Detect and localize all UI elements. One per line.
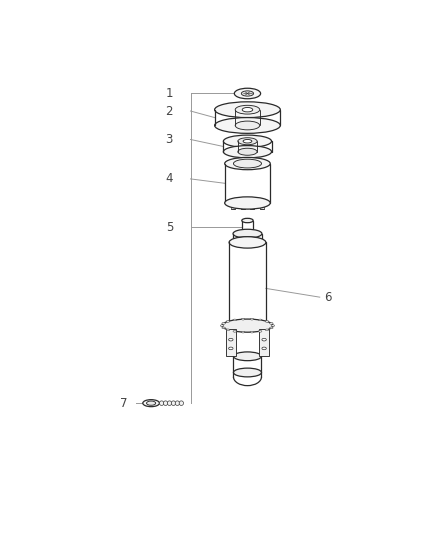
Ellipse shape bbox=[238, 148, 257, 155]
Ellipse shape bbox=[226, 329, 230, 331]
Text: 4: 4 bbox=[166, 172, 173, 185]
Ellipse shape bbox=[241, 91, 254, 96]
Ellipse shape bbox=[229, 338, 233, 341]
Ellipse shape bbox=[241, 318, 245, 320]
Ellipse shape bbox=[235, 106, 260, 114]
Ellipse shape bbox=[238, 138, 257, 145]
Ellipse shape bbox=[235, 121, 260, 130]
Ellipse shape bbox=[271, 325, 275, 327]
Ellipse shape bbox=[243, 140, 252, 143]
Ellipse shape bbox=[233, 237, 262, 246]
Ellipse shape bbox=[270, 322, 273, 324]
Ellipse shape bbox=[171, 401, 176, 406]
Ellipse shape bbox=[250, 331, 254, 333]
Ellipse shape bbox=[265, 320, 268, 322]
Ellipse shape bbox=[241, 331, 245, 333]
Ellipse shape bbox=[167, 401, 172, 406]
Ellipse shape bbox=[229, 347, 233, 350]
Ellipse shape bbox=[159, 401, 164, 406]
Ellipse shape bbox=[225, 157, 270, 169]
Ellipse shape bbox=[233, 368, 261, 377]
Ellipse shape bbox=[262, 338, 266, 341]
Text: 3: 3 bbox=[166, 133, 173, 146]
Ellipse shape bbox=[233, 159, 261, 168]
Bar bbox=[240, 203, 244, 209]
Text: 1: 1 bbox=[166, 87, 173, 100]
Ellipse shape bbox=[233, 330, 237, 332]
Ellipse shape bbox=[229, 320, 266, 332]
Ellipse shape bbox=[223, 135, 272, 147]
Ellipse shape bbox=[233, 229, 262, 238]
Ellipse shape bbox=[175, 401, 180, 406]
Ellipse shape bbox=[233, 352, 261, 361]
Bar bbox=[231, 203, 235, 209]
Ellipse shape bbox=[242, 108, 253, 112]
Bar bbox=[226, 329, 236, 356]
Ellipse shape bbox=[242, 219, 253, 223]
Ellipse shape bbox=[226, 320, 230, 322]
Ellipse shape bbox=[223, 146, 272, 158]
Ellipse shape bbox=[222, 319, 273, 332]
Bar bbox=[251, 203, 254, 209]
Ellipse shape bbox=[258, 330, 262, 332]
Ellipse shape bbox=[258, 319, 262, 321]
Bar bbox=[259, 329, 269, 356]
Text: 5: 5 bbox=[166, 221, 173, 233]
Ellipse shape bbox=[220, 325, 224, 327]
Text: 2: 2 bbox=[166, 104, 173, 117]
Ellipse shape bbox=[233, 319, 237, 321]
Ellipse shape bbox=[262, 347, 266, 350]
Ellipse shape bbox=[215, 118, 280, 133]
Ellipse shape bbox=[147, 401, 155, 405]
Text: 6: 6 bbox=[324, 290, 332, 304]
Ellipse shape bbox=[225, 197, 270, 209]
Text: 7: 7 bbox=[120, 397, 127, 410]
Ellipse shape bbox=[229, 237, 266, 248]
Ellipse shape bbox=[270, 327, 273, 329]
Ellipse shape bbox=[234, 88, 261, 99]
Ellipse shape bbox=[215, 102, 280, 118]
Ellipse shape bbox=[250, 318, 254, 320]
Ellipse shape bbox=[222, 327, 225, 329]
Ellipse shape bbox=[163, 401, 168, 406]
Bar bbox=[260, 203, 264, 209]
Ellipse shape bbox=[222, 322, 225, 324]
Ellipse shape bbox=[179, 401, 184, 406]
Ellipse shape bbox=[265, 329, 268, 331]
Ellipse shape bbox=[143, 400, 159, 407]
